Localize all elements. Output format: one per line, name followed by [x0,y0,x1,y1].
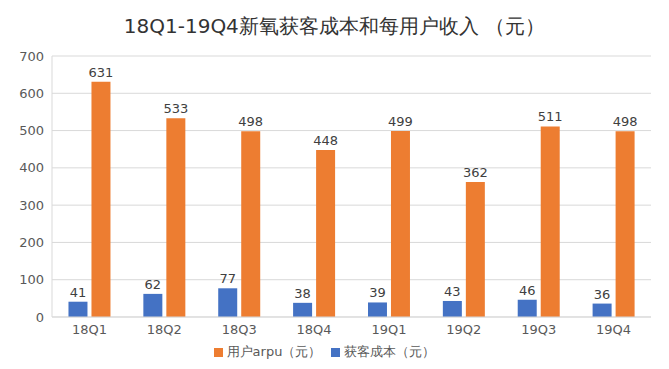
html-text:获客成本（元）: 获客成本（元） [344,344,436,359]
html-text:用户arpu（元）: 用户arpu（元） [226,344,322,359]
svg-text:100: 100 [19,272,44,287]
svg-text:400: 400 [19,160,44,175]
svg-text:631: 631 [89,65,114,80]
svg-text:499: 499 [388,114,413,129]
svg-text:41: 41 [70,285,87,300]
svg-text:498: 498 [613,114,638,129]
svg-text:300: 300 [19,198,44,213]
svg-text:18Q1: 18Q1 [72,322,107,337]
svg-text:19Q3: 19Q3 [521,322,556,337]
svg-text:19Q2: 19Q2 [446,322,481,337]
svg-text:533: 533 [163,101,188,116]
svg-text:19Q4: 19Q4 [596,322,631,337]
svg-text:62: 62 [145,277,162,292]
svg-text:43: 43 [444,284,461,299]
svg-text:200: 200 [19,235,44,250]
svg-text:511: 511 [538,109,563,124]
svg-text:46: 46 [519,283,536,298]
svg-text:38: 38 [294,286,311,301]
svg-text:362: 362 [463,165,488,180]
svg-text:498: 498 [238,114,263,129]
svg-text:500: 500 [19,123,44,138]
svg-text:0: 0 [36,310,44,325]
svg-text:448: 448 [313,133,338,148]
svg-text:39: 39 [369,285,386,300]
html-text:18Q1-19Q4新氧获客成本和每用户收入 （元）: 18Q1-19Q4新氧获客成本和每用户收入 （元） [123,14,546,38]
svg-text:600: 600 [19,86,44,101]
svg-text:18Q4: 18Q4 [297,322,332,337]
svg-text:18Q2: 18Q2 [147,322,182,337]
svg-text:36: 36 [594,287,611,302]
svg-text:700: 700 [19,49,44,64]
svg-text:19Q1: 19Q1 [371,322,406,337]
svg-text:77: 77 [219,271,236,286]
svg-text:18Q3: 18Q3 [222,322,257,337]
